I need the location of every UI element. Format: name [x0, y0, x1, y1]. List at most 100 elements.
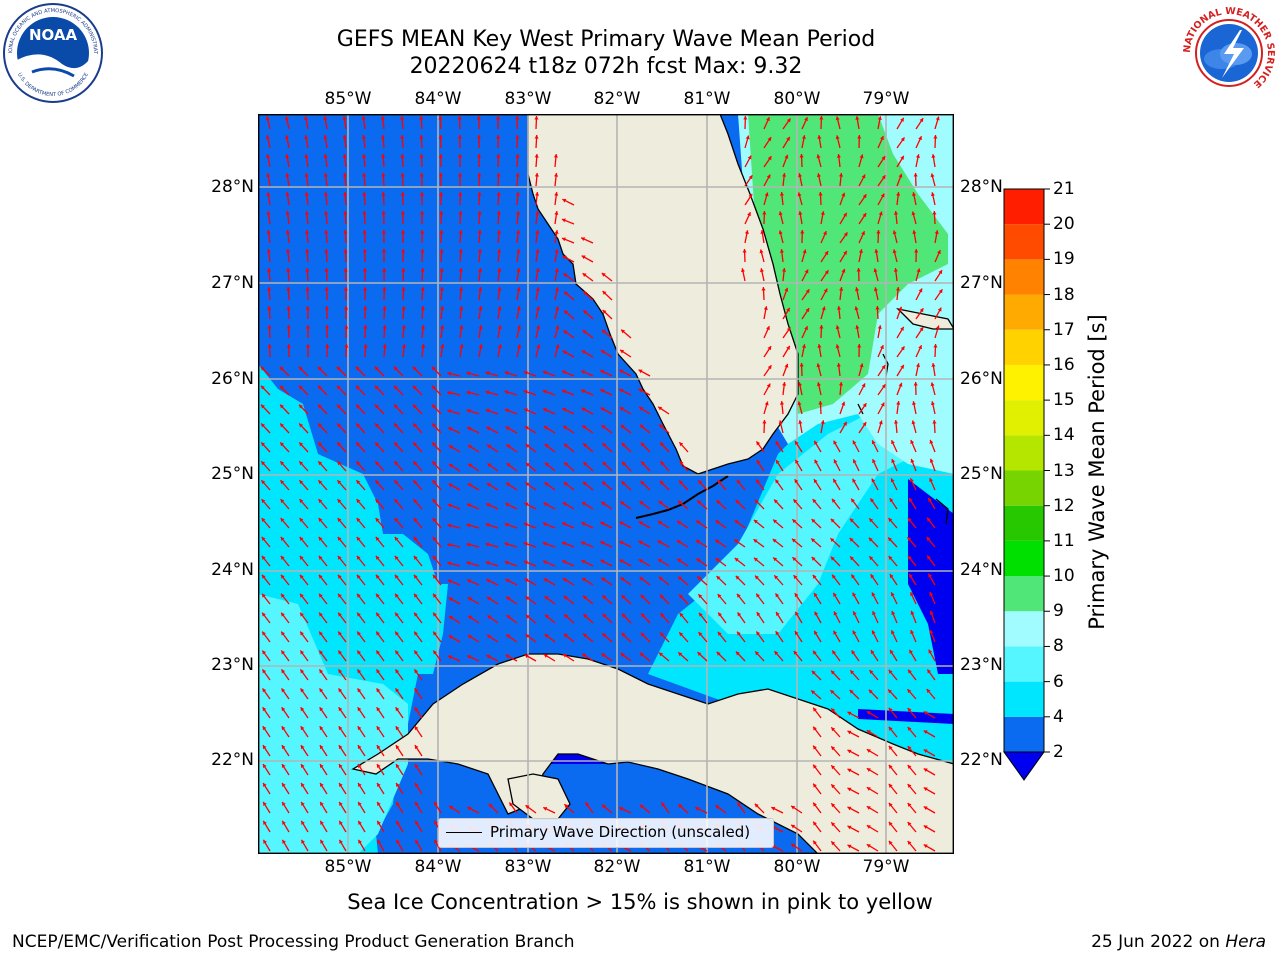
wave-arrow-head: [907, 783, 912, 788]
wave-arrow-head: [866, 806, 871, 810]
wave-arrow-head: [466, 409, 471, 413]
colorbar-segment: [1004, 540, 1044, 577]
wave-arrow-head: [376, 764, 381, 769]
wave-arrow-head: [263, 820, 267, 825]
wave-arrow-head: [918, 136, 922, 141]
wave-arrow-head: [382, 268, 387, 272]
wave-arrow-head: [564, 614, 569, 619]
wave-arrow-head: [784, 287, 789, 292]
wave-arrow-head: [412, 385, 417, 390]
wave-arrow-head: [525, 805, 530, 809]
wave-arrow-head: [486, 597, 491, 601]
wave-arrow-head: [804, 117, 808, 122]
wave-arrow-head: [881, 175, 886, 180]
wave-arrow-head: [447, 390, 452, 395]
wave-arrow-head: [476, 116, 481, 120]
wave-arrow-head: [755, 575, 759, 580]
wave-arrow-head: [280, 555, 285, 560]
wave-arrow-head: [375, 423, 379, 428]
wave-arrow-head: [413, 518, 418, 523]
wave-arrow-head: [281, 669, 286, 674]
wave-arrow-head: [419, 135, 424, 139]
wave-arrow-head: [820, 420, 825, 424]
wave-arrow-head: [890, 649, 894, 654]
wave-arrow-head: [280, 574, 285, 579]
wave-arrow-head: [888, 764, 893, 769]
wave-arrow-head: [811, 670, 816, 675]
wave-arrow-head: [394, 442, 399, 447]
wave-arrow-head: [448, 427, 453, 431]
isla-juventud-land: [507, 773, 571, 820]
wave-arrow-head: [734, 539, 739, 544]
wave-arrow-head: [786, 345, 790, 350]
wave-arrow-head: [619, 369, 624, 374]
wave-arrow-head: [859, 154, 864, 159]
wave-arrow-head: [563, 595, 568, 600]
wave-arrow-head: [432, 423, 436, 428]
wave-arrow-head: [602, 291, 607, 295]
wave-arrow-head: [395, 669, 400, 674]
wave-arrow-head: [581, 407, 586, 412]
colorbar-segment: [1004, 505, 1044, 541]
wave-arrow-head: [458, 211, 463, 215]
wave-arrow-head: [515, 173, 520, 177]
wave-arrow-head: [919, 118, 924, 123]
wave-arrow-head: [600, 350, 605, 354]
wave-arrow-head: [477, 154, 482, 158]
wave-arrow-head: [555, 344, 560, 349]
wave-arrow-head: [870, 498, 875, 503]
wave-arrow-head: [792, 557, 797, 562]
wave-arrow-head: [363, 287, 368, 291]
wave-arrow-head: [267, 325, 272, 329]
wave-arrow-head: [356, 574, 361, 579]
wave-arrow-head: [926, 537, 931, 541]
wave-arrow-head: [866, 768, 871, 772]
wave-arrow-head: [260, 366, 265, 371]
wave-arrow-head: [639, 804, 644, 809]
wave-arrow-head: [876, 230, 881, 234]
wave-arrow-head: [862, 422, 867, 427]
wave-arrow-head: [798, 420, 803, 424]
wave-arrow-head: [485, 390, 490, 395]
map-subtitle: 20220624 t18z 072h fcst Max: 9.32: [409, 54, 803, 79]
wave-arrow-head: [300, 688, 305, 693]
wave-arrow-head: [393, 385, 398, 390]
wave-arrow-head: [343, 287, 348, 291]
wave-arrow-head: [286, 306, 291, 310]
wave-arrow-head: [356, 518, 361, 523]
wave-arrow-head: [583, 443, 588, 448]
wave-arrow-head: [374, 366, 379, 371]
wave-arrow-head: [486, 654, 491, 659]
wave-arrow-head: [784, 154, 789, 159]
wave-arrow-head: [868, 689, 873, 694]
wave-arrow-head: [833, 592, 837, 597]
wave-arrow-head: [534, 135, 539, 139]
wave-arrow-head: [855, 325, 860, 329]
wave-arrow-head: [818, 401, 823, 405]
wave-arrow-head: [862, 403, 867, 408]
wave-arrow-head: [831, 822, 836, 827]
map-frame: [258, 114, 954, 854]
lon-tick-top-85: 85°W: [324, 89, 372, 109]
wave-arrow-head: [836, 306, 842, 310]
wave-arrow-head: [319, 745, 324, 750]
wave-arrow-head: [421, 344, 426, 348]
lat-tick-right-26: 26°N: [960, 369, 1003, 389]
wave-arrow-head: [932, 211, 937, 215]
wave-arrow-head: [506, 596, 511, 601]
wave-arrow-head: [734, 557, 739, 562]
wave-arrow-head: [563, 425, 568, 430]
wave-arrow-head: [801, 344, 806, 349]
wave-arrow-head: [854, 306, 859, 311]
wave-arrow-head: [300, 669, 305, 674]
wave-arrow-head: [915, 363, 921, 368]
wave-arrow-head: [382, 344, 387, 348]
wave-arrow-head: [466, 523, 471, 528]
wave-arrow-head: [467, 483, 472, 488]
wave-arrow-head: [447, 409, 452, 414]
wave-arrow-head: [919, 327, 924, 332]
wave-arrow-head: [413, 574, 418, 579]
wave-arrow-head: [659, 424, 664, 429]
wave-arrow-head: [554, 230, 559, 234]
wave-arrow-head: [394, 574, 399, 579]
